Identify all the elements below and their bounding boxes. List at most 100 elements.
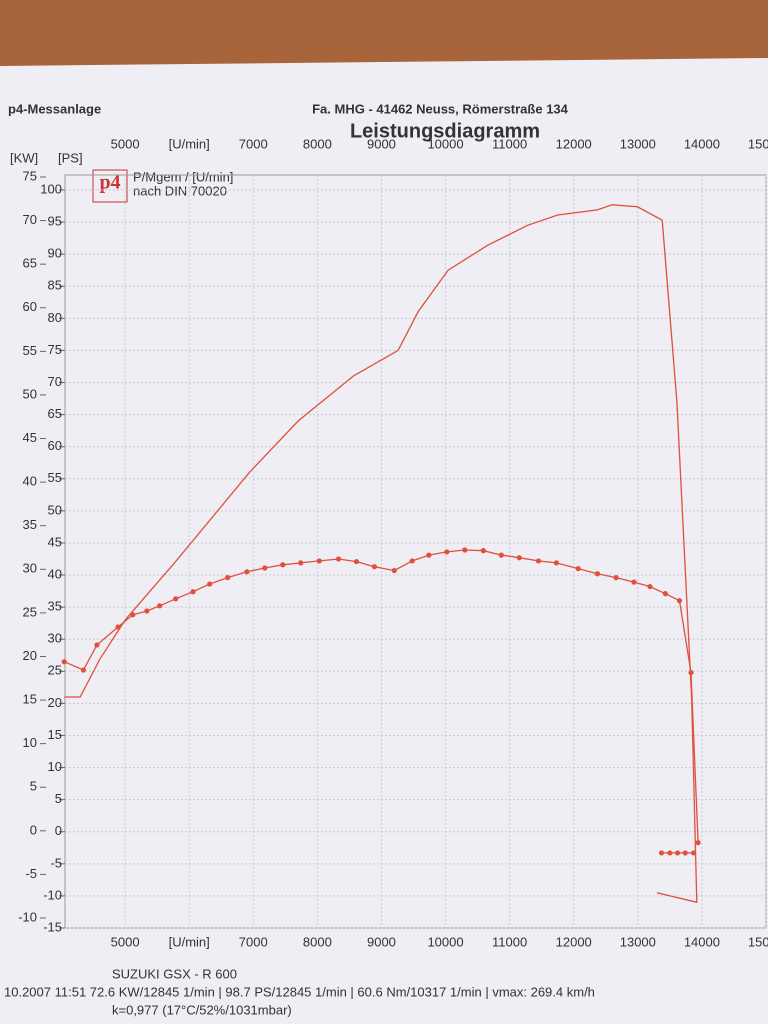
y-tick-label: 95 [48, 214, 62, 229]
x-tick-label: 13000 [620, 934, 656, 949]
model: SUZUKI GSX - R 600 [112, 966, 237, 981]
y2-tick-label: 45 [23, 430, 37, 445]
y-tick-label: 90 [48, 246, 62, 261]
point [173, 596, 179, 602]
point [682, 850, 688, 856]
y-tick-label: 45 [48, 534, 62, 549]
y-tick-label: 10 [48, 759, 62, 774]
y2-tick-label: 60 [23, 299, 37, 314]
point [262, 565, 268, 571]
y-tick-label: 80 [48, 310, 62, 325]
lab-name: p4-Messanlage [8, 101, 101, 116]
x-tick-label-top: 14000 [684, 136, 720, 151]
x-tick-label-top: 5000 [111, 136, 140, 151]
y2-tick-label: 10 [23, 735, 37, 750]
point [409, 558, 415, 564]
point [444, 549, 450, 555]
legend-logo-box [92, 169, 128, 203]
y2-tick-label: 50 [23, 386, 37, 401]
y-tick-label: 15 [48, 727, 62, 742]
conditions: k=0,977 (17°C/52%/1031mbar) [112, 1002, 292, 1017]
point [695, 840, 701, 846]
y-tick-label: 25 [48, 663, 62, 678]
y2-tick-label: 75 [23, 168, 37, 183]
point [631, 579, 637, 585]
x-tick-label-top: [U/min] [169, 136, 210, 151]
x-tick-label: 7000 [239, 934, 268, 949]
y-tick-label: 75 [48, 342, 62, 357]
y-tick-label: 20 [48, 695, 62, 710]
point [575, 566, 581, 572]
point [594, 571, 601, 577]
y2-tick-label: 15 [23, 691, 37, 706]
x-tick-label: 14000 [684, 934, 720, 949]
point [190, 589, 196, 595]
point [207, 581, 213, 587]
y2-tick-label: 55 [23, 343, 37, 358]
y-tick-label: 5 [55, 791, 62, 806]
y-tick-label: -10 [43, 887, 62, 902]
point [516, 555, 522, 561]
point [353, 558, 360, 565]
y2-tick-label: -10 [18, 909, 37, 924]
y2-label: [KW] [10, 150, 38, 165]
legend-text: P/Mgem / [U/min] [133, 169, 233, 184]
y2-tick-label: 0 [30, 822, 37, 837]
point [658, 850, 665, 856]
point [371, 564, 378, 570]
y2-tick-label: 5 [30, 779, 37, 794]
point [688, 669, 694, 676]
point [80, 667, 87, 673]
point [613, 575, 619, 581]
y-tick-label: 65 [48, 406, 62, 421]
point [225, 575, 231, 581]
point [94, 642, 100, 648]
x-tick-label: 11000 [492, 934, 527, 949]
y2-tick-label: 20 [23, 648, 37, 663]
point [426, 552, 432, 558]
point [316, 558, 322, 564]
y2-tick-label: 65 [23, 256, 37, 271]
x-tick-label: 10000 [427, 934, 463, 949]
y-tick-label: 30 [48, 631, 62, 646]
x-tick-label: 15000 [748, 934, 768, 949]
point [61, 659, 67, 665]
y2-tick-label: -5 [25, 866, 37, 881]
y-tick-label: -15 [43, 919, 62, 934]
point [647, 583, 653, 590]
x-tick-label-top: 15000 [748, 136, 768, 151]
y2-tick-label: 70 [23, 212, 37, 227]
y-tick-label: 55 [48, 470, 62, 485]
paper [0, 58, 768, 1024]
point [535, 558, 542, 564]
x-tick-label-top: 11000 [492, 136, 527, 151]
point [280, 562, 286, 568]
y-tick-label: 40 [48, 566, 62, 581]
x-tick-label-top: 10000 [427, 136, 463, 151]
y-tick-label: 70 [48, 374, 62, 389]
y2-tick-label: 25 [23, 604, 37, 619]
point [676, 598, 683, 604]
y-tick-label: -5 [50, 855, 62, 870]
x-tick-label: 5000 [111, 934, 140, 949]
x-tick-label: 8000 [303, 934, 332, 949]
y-tick-label: 50 [48, 502, 62, 517]
y2-tick-label: 35 [23, 517, 37, 532]
x-tick-label-top: 13000 [620, 136, 656, 151]
y2-tick-label: 40 [23, 474, 37, 489]
point [662, 591, 668, 597]
summary: 10.2007 11:51 72.6 KW/12845 1/min | 98.7… [4, 984, 595, 999]
chart-title: Leistungsdiagramm [350, 120, 540, 142]
legend-logo: p4 [99, 172, 120, 194]
point [298, 560, 304, 566]
point [157, 603, 163, 609]
point [553, 560, 560, 566]
point [690, 850, 697, 856]
point [144, 608, 150, 614]
y-tick-label: 35 [48, 599, 62, 614]
point [244, 569, 250, 575]
y-tick-label: 85 [48, 278, 62, 293]
x-tick-label-top: 12000 [556, 136, 592, 151]
point [462, 547, 468, 553]
